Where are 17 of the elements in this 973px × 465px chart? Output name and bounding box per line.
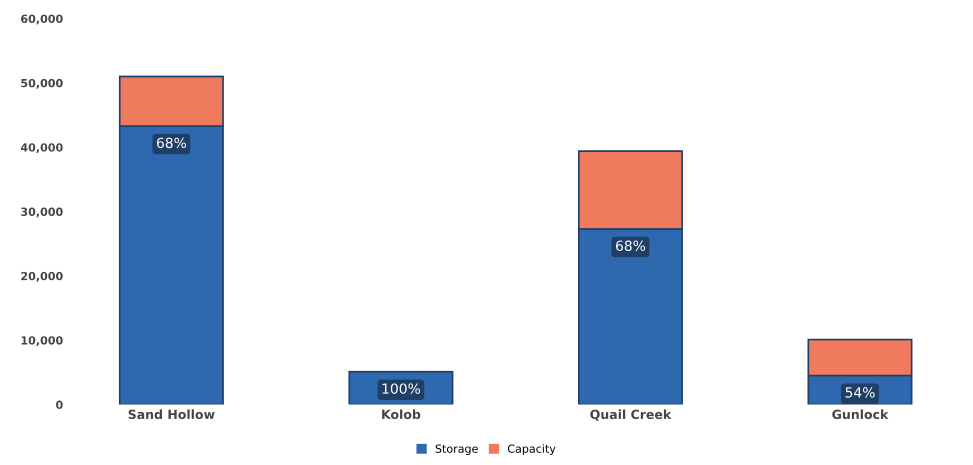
- legend-label: Capacity: [508, 444, 556, 455]
- annotation: 54%: [846, 387, 875, 398]
- x-tick-label: Gunlock: [832, 409, 889, 420]
- annotation: 100%: [382, 383, 420, 394]
- x-tick-label: Quail Creek: [590, 409, 672, 421]
- y-tick-label: 60,000: [21, 14, 63, 24]
- legend-label: Storage: [436, 444, 478, 455]
- y-tick-label: 20,000: [21, 272, 63, 282]
- annotation: 68%: [616, 240, 646, 252]
- y-tick-label: 10,000: [22, 336, 63, 346]
- y-tick-label: 40,000: [20, 143, 63, 154]
- x-tick-label: Kolob: [382, 409, 420, 420]
- annotation: 68%: [156, 138, 186, 148]
- y-tick-label: 30,000: [21, 208, 63, 218]
- y-tick-label: 50,000: [21, 78, 63, 89]
- x-tick-label: Sand Hollow: [128, 409, 215, 420]
- y-tick-label: 0: [56, 400, 63, 409]
